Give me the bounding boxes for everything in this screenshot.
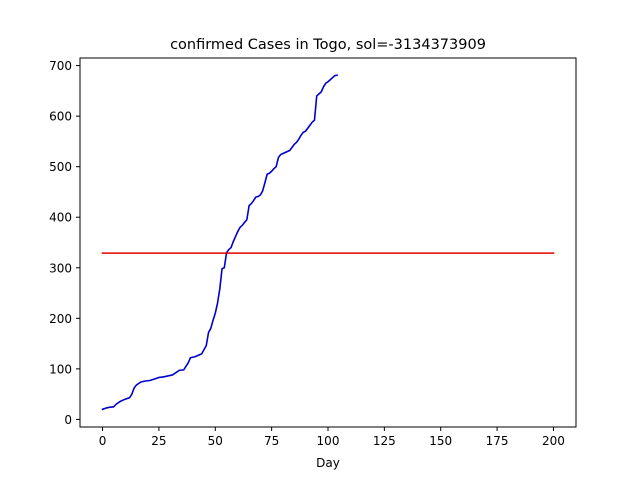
x-tick-label: 75: [264, 434, 279, 448]
y-tick-label: 500: [49, 160, 72, 174]
y-tick-label: 200: [49, 312, 72, 326]
y-tick-label: 100: [49, 362, 72, 376]
y-tick-label: 700: [49, 59, 72, 73]
x-tick-label: 50: [208, 434, 223, 448]
y-tick-label: 400: [49, 211, 72, 225]
chart-title: confirmed Cases in Togo, sol=-3134373909: [170, 37, 486, 53]
x-axis-label: Day: [316, 456, 340, 470]
x-tick-label: 150: [429, 434, 452, 448]
plot-area: [79, 57, 577, 428]
y-tick-label: 600: [49, 110, 72, 124]
series-line-0: [101, 74, 338, 411]
x-axis: 0 25 50 75 100 125 150 175 200: [99, 427, 565, 448]
x-tick-label: 25: [151, 434, 166, 448]
x-tick-label: 200: [542, 434, 565, 448]
x-tick-label: 175: [486, 434, 509, 448]
x-tick-label: 100: [317, 434, 340, 448]
y-tick-label: 300: [49, 261, 72, 275]
plot-background: [80, 58, 576, 427]
x-tick-label: 125: [373, 434, 396, 448]
y-tick-label: 0: [64, 413, 72, 427]
x-tick-label: 0: [99, 434, 107, 448]
y-axis: 0 100 200 300 400 500 600 700: [49, 59, 80, 427]
series-layer: [101, 74, 555, 411]
